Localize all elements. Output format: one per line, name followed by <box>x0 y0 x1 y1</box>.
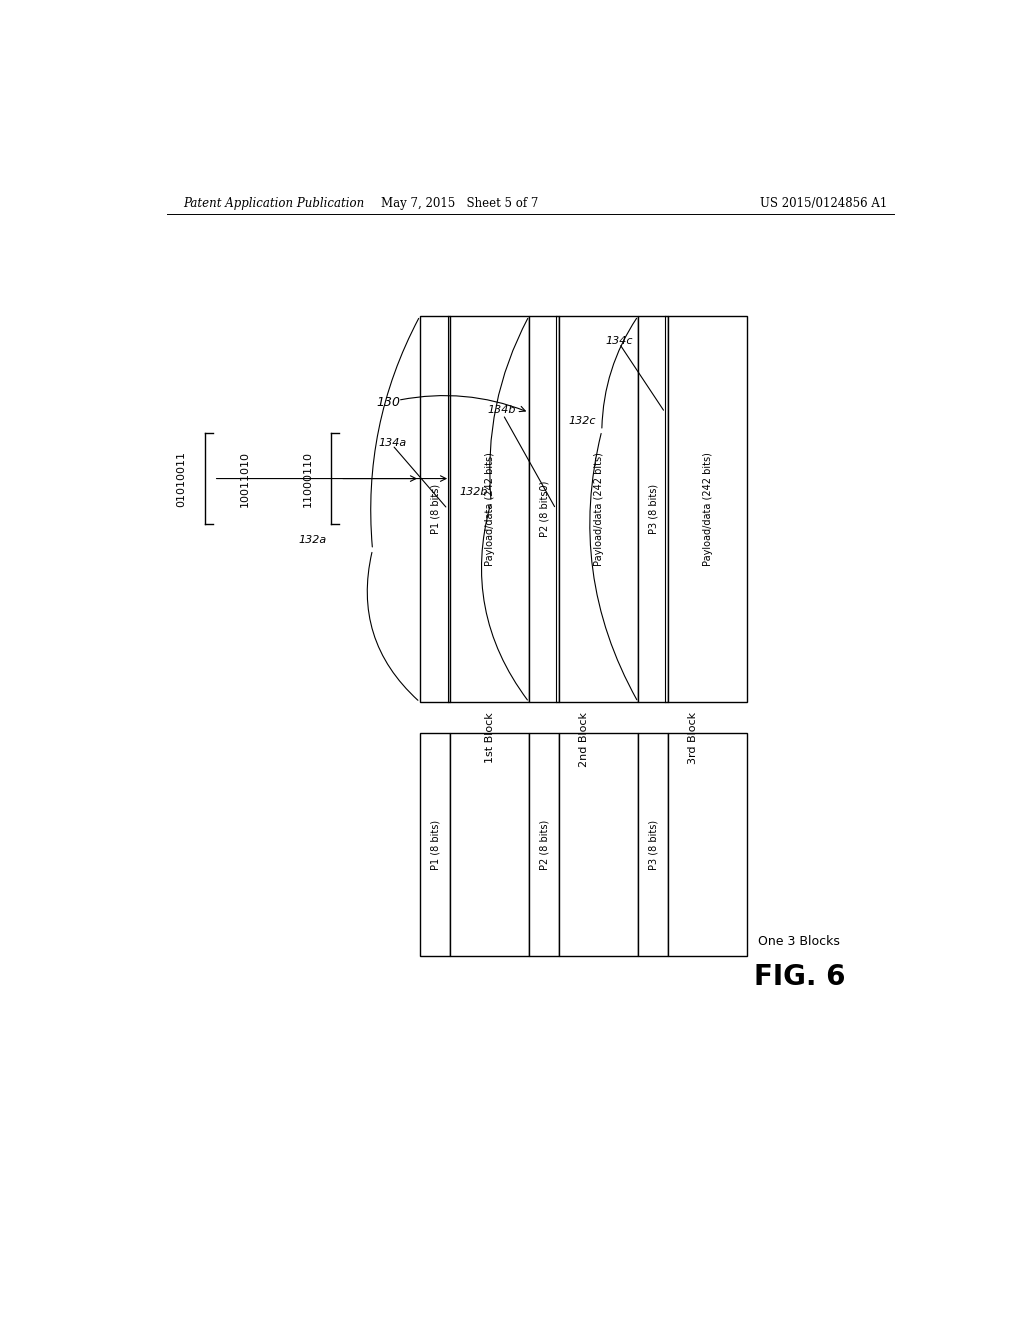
Text: 2nd Block: 2nd Block <box>578 713 588 767</box>
Text: 132b: 132b <box>459 487 487 496</box>
Bar <box>667 315 747 702</box>
Text: 134c: 134c <box>605 337 633 346</box>
Text: 10011010: 10011010 <box>239 450 250 507</box>
Text: P2 (8 bits): P2 (8 bits) <box>539 820 548 870</box>
Text: P1 (8 bits): P1 (8 bits) <box>430 484 439 535</box>
Text: Patent Application Publication: Patent Application Publication <box>182 197 364 210</box>
Text: 3rd Block: 3rd Block <box>687 713 697 764</box>
Text: 134b: 134b <box>487 405 516 416</box>
Text: Payload/data (242 bits): Payload/data (242 bits) <box>593 453 603 566</box>
Bar <box>638 733 667 956</box>
Text: May 7, 2015   Sheet 5 of 7: May 7, 2015 Sheet 5 of 7 <box>380 197 538 210</box>
Text: 132c: 132c <box>568 416 595 425</box>
Text: 01010011: 01010011 <box>176 450 186 507</box>
Text: FIG. 6: FIG. 6 <box>753 962 845 990</box>
Bar <box>638 315 667 702</box>
Bar <box>558 733 638 956</box>
Text: 130: 130 <box>376 396 399 409</box>
Text: 11000110: 11000110 <box>303 450 313 507</box>
Bar <box>420 315 449 702</box>
Bar <box>529 315 558 702</box>
Text: P3 (8 bits): P3 (8 bits) <box>647 484 657 535</box>
Text: P2 (8 bits0): P2 (8 bits0) <box>539 480 548 537</box>
Text: 132a: 132a <box>299 535 326 545</box>
Text: Payload/data (242 bits): Payload/data (242 bits) <box>484 453 494 566</box>
Bar <box>529 733 558 956</box>
Text: One 3 Blocks: One 3 Blocks <box>758 935 840 948</box>
Text: Payload/data (242 bits): Payload/data (242 bits) <box>702 453 712 566</box>
Bar <box>558 315 638 702</box>
Text: 1st Block: 1st Block <box>485 713 495 763</box>
Bar <box>449 315 529 702</box>
Text: US 2015/0124856 A1: US 2015/0124856 A1 <box>759 197 886 210</box>
Text: 134a: 134a <box>378 438 407 447</box>
Text: P3 (8 bits): P3 (8 bits) <box>647 820 657 870</box>
Bar <box>420 733 449 956</box>
Bar <box>667 733 747 956</box>
Bar <box>449 733 529 956</box>
Text: P1 (8 bits): P1 (8 bits) <box>430 820 439 870</box>
